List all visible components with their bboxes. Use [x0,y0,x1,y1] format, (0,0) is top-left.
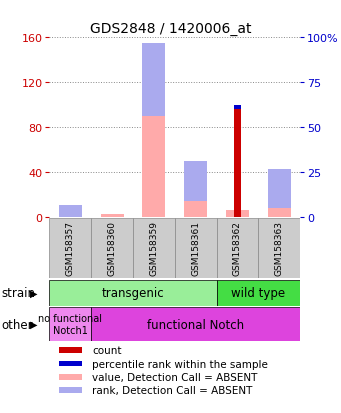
Text: rank, Detection Call = ABSENT: rank, Detection Call = ABSENT [92,385,252,395]
Text: GSM158363: GSM158363 [275,220,284,275]
Bar [268,169,291,209]
Text: wild type: wild type [231,287,285,299]
Text: no functional
Notch1: no functional Notch1 [38,313,102,335]
Text: GSM158357: GSM158357 [66,220,75,275]
Bar [49,307,91,342]
Bar [101,214,123,218]
Text: GSM158359: GSM158359 [149,220,158,275]
Bar [234,110,241,218]
Bar [49,280,217,306]
Text: GSM158361: GSM158361 [191,220,200,275]
Bar [143,44,165,218]
Bar [184,161,207,218]
Bar [59,361,82,367]
Bar [59,210,82,218]
Bar [49,219,91,279]
Bar [258,219,300,279]
Text: ▶: ▶ [30,288,38,298]
Bar [59,348,82,354]
Bar [143,44,165,116]
Text: count: count [92,346,121,356]
Text: percentile rank within the sample: percentile rank within the sample [92,358,268,369]
Text: other: other [2,318,33,331]
Text: value, Detection Call = ABSENT: value, Detection Call = ABSENT [92,372,257,382]
Bar [234,105,241,110]
Text: strain: strain [2,287,36,299]
Text: transgenic: transgenic [102,287,164,299]
Bar [184,161,207,202]
Text: GSM158360: GSM158360 [108,220,117,275]
Bar [91,219,133,279]
Text: functional Notch: functional Notch [147,318,244,331]
Text: ▶: ▶ [30,319,38,330]
Bar [217,219,258,279]
Text: GSM158362: GSM158362 [233,220,242,275]
Bar [268,169,291,218]
Bar [175,219,217,279]
Bar [217,280,300,306]
Text: GDS2848 / 1420006_at: GDS2848 / 1420006_at [90,21,251,36]
Bar [59,205,82,218]
Bar [59,374,82,380]
Bar [91,307,300,342]
Bar [59,387,82,393]
Bar [133,219,175,279]
Bar [226,211,249,218]
